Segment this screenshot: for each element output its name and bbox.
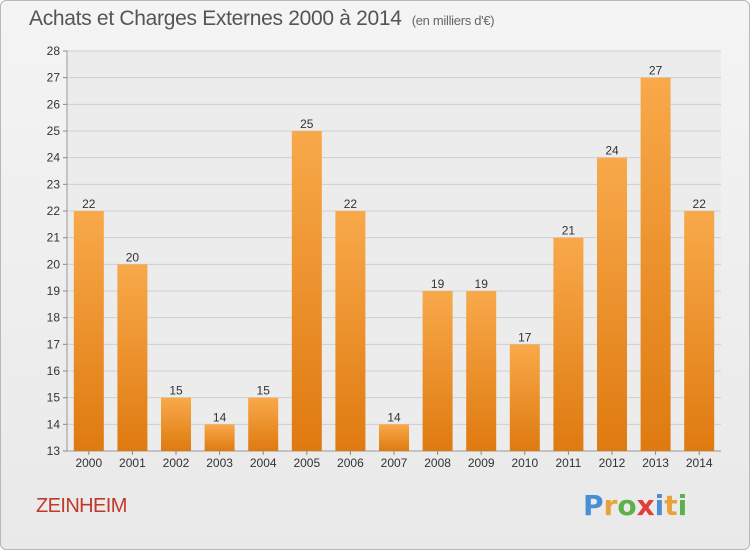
logo-letter: i: [677, 489, 688, 522]
data-label: 14: [213, 410, 227, 424]
data-label: 21: [562, 224, 576, 238]
y-tick-label: 26: [47, 97, 61, 111]
bar-2008: [422, 291, 453, 451]
y-tick-label: 20: [47, 257, 61, 271]
bar-2001: [117, 264, 148, 451]
bar-2012: [597, 157, 627, 451]
bar-2006: [335, 211, 366, 451]
y-tick-label: 25: [47, 124, 61, 138]
x-tick-label: 2000: [75, 456, 102, 470]
logo-letter: x: [636, 489, 655, 522]
y-tick-label: 17: [47, 337, 61, 351]
data-label: 20: [126, 250, 140, 264]
title-unit: (en milliers d'€): [411, 13, 495, 28]
x-tick-label: 2011: [555, 456, 581, 470]
data-label: 19: [431, 277, 445, 291]
data-label: 15: [257, 384, 271, 398]
y-tick-label: 21: [47, 231, 61, 245]
bar-2010: [509, 344, 540, 451]
y-tick-label: 18: [47, 311, 61, 325]
y-tick-label: 14: [47, 417, 61, 431]
data-label: 19: [475, 277, 489, 291]
logo-letter: t: [664, 489, 678, 522]
x-tick-label: 2001: [119, 456, 146, 470]
y-tick-label: 28: [47, 44, 61, 58]
y-tick-label: 24: [47, 151, 61, 165]
data-label: 22: [82, 197, 96, 211]
y-tick-label: 15: [47, 391, 61, 405]
logo-letter: o: [617, 489, 637, 522]
bar-2013: [640, 77, 671, 452]
y-tick-label: 22: [47, 204, 61, 218]
data-label: 27: [649, 64, 663, 78]
bar-2014: [684, 211, 715, 451]
y-tick-label: 23: [47, 177, 61, 191]
y-tick-label: 19: [47, 284, 61, 298]
bar-2002: [161, 397, 191, 451]
logo-letter: P: [583, 489, 604, 522]
y-tick-label: 13: [47, 444, 61, 458]
data-label: 14: [387, 410, 401, 424]
x-tick-label: 2007: [381, 456, 408, 470]
proxiti-logo[interactable]: Proxiti: [583, 489, 687, 522]
x-tick-label: 2013: [642, 456, 669, 470]
data-label: 24: [605, 144, 619, 158]
x-tick-label: 2003: [206, 456, 233, 470]
bar-2003: [204, 424, 235, 451]
x-tick-label: 2012: [599, 456, 626, 470]
commune-name: ZEINHEIM: [36, 495, 127, 517]
data-label: 25: [300, 117, 314, 131]
bar-2007: [379, 424, 409, 451]
x-tick-label: 2006: [337, 456, 364, 470]
x-tick-label: 2005: [293, 456, 320, 470]
data-label: 22: [693, 197, 707, 211]
data-label: 17: [518, 330, 532, 344]
logo-letter: i: [654, 489, 665, 522]
title-text: Achats et Charges Externes 2000 à 2014: [29, 7, 402, 30]
bar-2011: [553, 237, 584, 451]
x-tick-label: 2008: [424, 456, 451, 470]
chart-title: Achats et Charges Externes 2000 à 2014 (e…: [29, 7, 495, 31]
data-label: 15: [169, 384, 183, 398]
bar-2000: [73, 211, 104, 451]
x-tick-label: 2014: [686, 456, 713, 470]
x-tick-label: 2010: [511, 456, 538, 470]
x-tick-label: 2004: [250, 456, 277, 470]
bar-2004: [248, 397, 279, 451]
y-tick-label: 16: [47, 364, 61, 378]
x-tick-label: 2002: [163, 456, 190, 470]
data-label: 22: [344, 197, 358, 211]
y-tick-label: 27: [47, 71, 61, 85]
bar-2005: [291, 131, 322, 451]
bar-2009: [466, 291, 497, 451]
logo-letter: r: [603, 489, 618, 522]
x-tick-label: 2009: [468, 456, 495, 470]
